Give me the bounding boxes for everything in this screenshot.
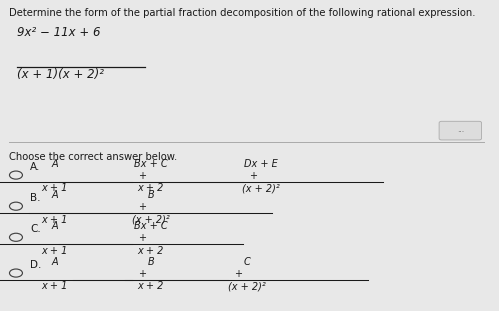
Text: (x + 2)²: (x + 2)² <box>228 281 265 291</box>
Text: x + 1: x + 1 <box>42 183 68 193</box>
Text: Determine the form of the partial fraction decomposition of the following ration: Determine the form of the partial fracti… <box>9 8 476 18</box>
Text: x + 2: x + 2 <box>138 281 164 291</box>
Text: A: A <box>51 190 58 200</box>
Text: Bx + C: Bx + C <box>134 221 168 231</box>
Text: A: A <box>51 159 58 169</box>
Text: +: + <box>138 233 146 243</box>
Text: +: + <box>249 171 256 181</box>
Text: (x + 2)²: (x + 2)² <box>132 215 170 225</box>
Text: x + 2: x + 2 <box>138 183 164 193</box>
Text: (x + 2)²: (x + 2)² <box>243 183 280 193</box>
Text: 9x² − 11x + 6: 9x² − 11x + 6 <box>17 26 101 39</box>
Text: B.: B. <box>30 193 40 203</box>
Text: A: A <box>51 257 58 267</box>
Text: x + 2: x + 2 <box>138 246 164 256</box>
Text: +: + <box>234 269 242 279</box>
Text: B: B <box>147 257 154 267</box>
Text: C: C <box>243 257 250 267</box>
Text: +: + <box>138 269 146 279</box>
Text: x + 1: x + 1 <box>42 215 68 225</box>
Text: Choose the correct answer below.: Choose the correct answer below. <box>9 152 177 162</box>
Text: A: A <box>51 221 58 231</box>
Text: A.: A. <box>30 162 40 172</box>
FancyBboxPatch shape <box>439 121 482 140</box>
Text: C.: C. <box>30 224 41 234</box>
Text: Bx + C: Bx + C <box>134 159 168 169</box>
Text: x + 1: x + 1 <box>42 281 68 291</box>
Text: +: + <box>138 171 146 181</box>
Text: ...: ... <box>457 126 464 134</box>
Text: D.: D. <box>30 260 41 270</box>
Text: Dx + E: Dx + E <box>245 159 278 169</box>
Text: B: B <box>147 190 154 200</box>
Text: x + 1: x + 1 <box>42 246 68 256</box>
Text: (x + 1)(x + 2)²: (x + 1)(x + 2)² <box>17 68 104 81</box>
Text: +: + <box>138 202 146 212</box>
